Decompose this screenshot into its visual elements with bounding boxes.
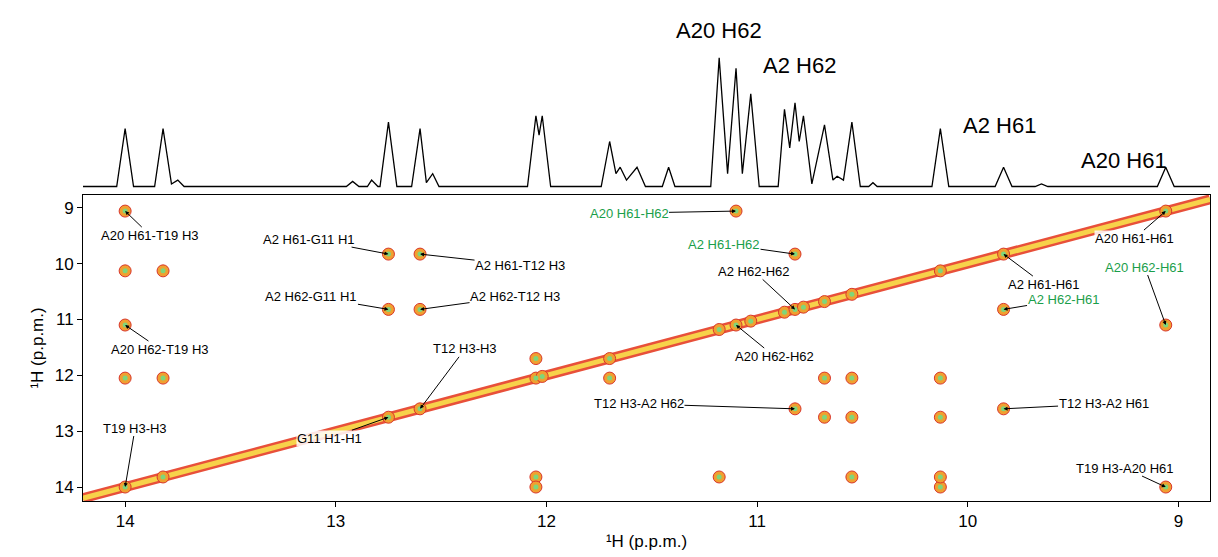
- svg-text:A2 H62-H62: A2 H62-H62: [718, 264, 790, 279]
- svg-text:A20 H62: A20 H62: [676, 18, 762, 43]
- svg-text:A2 H62-H61: A2 H62-H61: [1028, 292, 1100, 307]
- svg-text:9: 9: [64, 199, 73, 218]
- svg-text:T12 H3-A2 H62: T12 H3-A2 H62: [594, 396, 684, 411]
- svg-text:13: 13: [326, 512, 345, 531]
- svg-text:A2 H61-H61: A2 H61-H61: [1008, 277, 1080, 292]
- svg-text:A20 H61-T19 H3: A20 H61-T19 H3: [101, 228, 199, 243]
- svg-text:T19 H3-A20 H61: T19 H3-A20 H61: [1076, 461, 1174, 476]
- svg-text:12: 12: [537, 512, 556, 531]
- svg-text:A2 H61-G11 H1: A2 H61-G11 H1: [263, 232, 355, 247]
- svg-text:13: 13: [55, 422, 74, 441]
- svg-text:A2 H61: A2 H61: [963, 113, 1036, 138]
- svg-text:9: 9: [1174, 512, 1183, 531]
- svg-text:11: 11: [56, 310, 74, 329]
- svg-text:14: 14: [55, 478, 74, 497]
- svg-text:G11 H1-H1: G11 H1-H1: [297, 431, 362, 446]
- svg-text:T12 H3-A2 H61: T12 H3-A2 H61: [1059, 396, 1149, 411]
- svg-text:10: 10: [55, 255, 74, 274]
- svg-text:A20 H61-H62: A20 H61-H62: [590, 206, 669, 221]
- svg-text:¹H (p.p.m.): ¹H (p.p.m.): [28, 307, 47, 388]
- svg-text:A2 H62-T12 H3: A2 H62-T12 H3: [470, 289, 560, 304]
- svg-text:A2 H62-G11 H1: A2 H62-G11 H1: [265, 289, 357, 304]
- svg-text:A20 H62-H61: A20 H62-H61: [1105, 260, 1184, 275]
- svg-text:T19 H3-H3: T19 H3-H3: [103, 421, 167, 436]
- svg-text:A2 H61-T12 H3: A2 H61-T12 H3: [475, 258, 565, 273]
- svg-text:11: 11: [748, 512, 766, 531]
- svg-text:A20 H61-H61: A20 H61-H61: [1095, 231, 1174, 246]
- svg-text:A20 H62-T19 H3: A20 H62-T19 H3: [111, 342, 209, 357]
- svg-text:T12 H3-H3: T12 H3-H3: [433, 341, 497, 356]
- svg-text:¹H (p.p.m.): ¹H (p.p.m.): [606, 532, 687, 551]
- svg-text:12: 12: [55, 366, 74, 385]
- svg-text:A2 H61-H62: A2 H61-H62: [688, 237, 760, 252]
- svg-text:A20 H61: A20 H61: [1081, 148, 1167, 173]
- svg-text:14: 14: [116, 512, 135, 531]
- svg-text:10: 10: [958, 512, 977, 531]
- svg-text:A2 H62: A2 H62: [763, 53, 836, 78]
- svg-text:A20 H62-H62: A20 H62-H62: [735, 349, 814, 364]
